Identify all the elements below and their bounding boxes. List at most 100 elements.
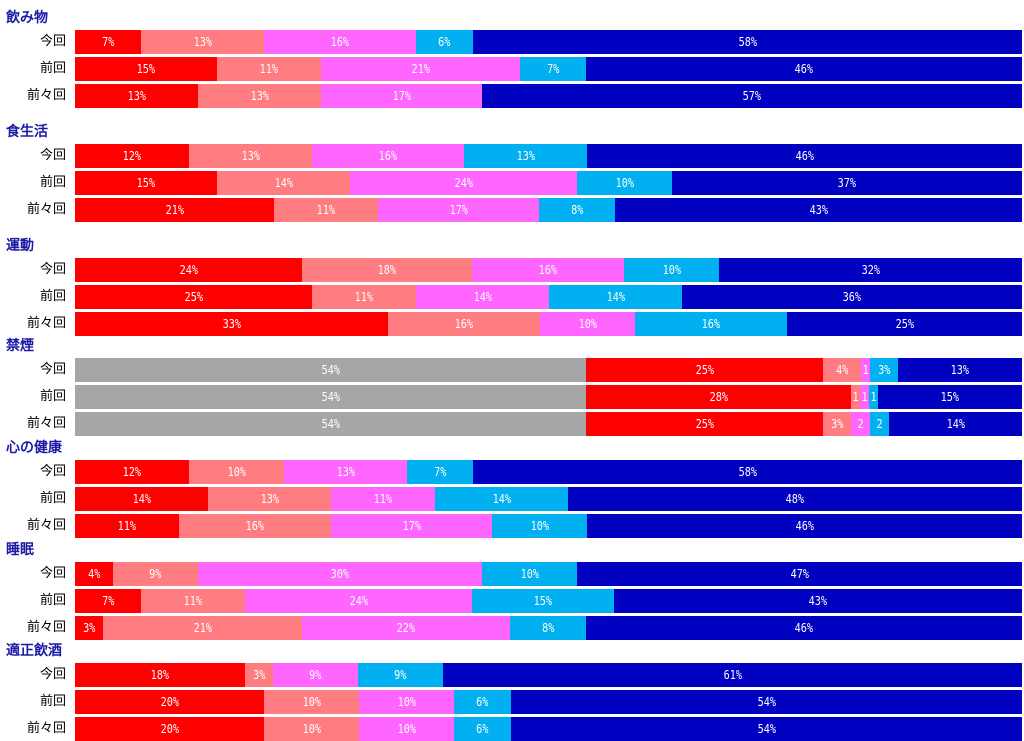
data-label: 9% <box>394 668 407 682</box>
data-label: 48% <box>785 492 805 506</box>
bar-segment-cyan: 15% <box>472 589 614 613</box>
data-label: 10% <box>520 567 539 581</box>
row-label: 今回 <box>39 262 66 277</box>
bar-segment-gray: 54% <box>75 358 586 382</box>
stacked-bar: 15% 11% 21% 7% 46% <box>75 57 1022 81</box>
bar-segment-red: 28% <box>586 385 851 409</box>
data-label: 7% <box>433 465 447 479</box>
data-label: 17% <box>402 519 421 533</box>
data-label: 15% <box>136 176 156 190</box>
data-label: 18% <box>150 668 170 682</box>
row-label: 今回 <box>39 148 66 163</box>
data-label: 25% <box>695 363 714 377</box>
data-label: 47% <box>790 567 809 581</box>
group-title: 運動 <box>6 238 34 254</box>
row-label: 前々回 <box>26 316 66 331</box>
bar-segment-cyan: 6% <box>454 690 511 714</box>
bar-segment-pink: 17% <box>331 514 492 538</box>
stacked-bar: 21% 11% 17% 8% 43% <box>75 198 1022 222</box>
row-label: 今回 <box>39 566 66 581</box>
bar-segment-navy: 58% <box>473 30 1022 54</box>
data-label: 46% <box>795 149 814 163</box>
bar-segment-pink: 30% <box>198 562 482 586</box>
bar-segment-salmon: 4% <box>823 358 861 382</box>
bar-segment-pink: 21% <box>321 57 520 81</box>
data-label: 2 <box>857 417 864 431</box>
data-label: 3% <box>877 363 891 377</box>
bar-segment-navy: 46% <box>586 57 1022 81</box>
bar-segment-cyan: 8% <box>510 616 586 640</box>
data-label: 14% <box>492 492 511 506</box>
bar-segment-cyan: 1 <box>869 385 878 409</box>
data-label: 3% <box>82 621 96 635</box>
data-label: 13% <box>250 89 269 103</box>
bar-segment-pink: 1 <box>861 358 870 382</box>
bar-segment-navy: 13% <box>898 358 1022 382</box>
stacked-bar: 15% 14% 24% 10% 37% <box>75 171 1022 195</box>
data-label: 37% <box>837 176 857 190</box>
bar-segment-red: 21% <box>75 198 274 222</box>
data-label: 28% <box>709 390 728 404</box>
bar-segment-cyan: 6% <box>454 717 511 741</box>
data-label: 15% <box>940 390 960 404</box>
data-label: 9% <box>309 668 322 682</box>
data-label: 16% <box>330 35 350 49</box>
bar-segment-pink: 17% <box>321 84 482 108</box>
bar-segment-navy: 48% <box>568 487 1022 511</box>
bar-segment-pink: 22% <box>302 616 510 640</box>
data-label: 13% <box>241 149 260 163</box>
bar-segment-salmon: 13% <box>189 144 312 168</box>
data-label: 16% <box>701 317 721 331</box>
bar-segment-navy: 15% <box>878 385 1022 409</box>
stacked-bar: 12% 10% 13% 7% 58% <box>75 460 1022 484</box>
data-label: 20% <box>160 722 179 736</box>
stacked-bar: 24% 18% 16% 10% 32% <box>75 258 1022 282</box>
bar-segment-pink: 24% <box>350 171 577 195</box>
row-label: 今回 <box>39 464 66 479</box>
row-label: 前回 <box>39 389 66 404</box>
data-label: 6% <box>438 35 451 49</box>
bar-segment-red: 7% <box>75 30 141 54</box>
data-label: 33% <box>222 317 241 331</box>
bar-segment-pink: 24% <box>245 589 472 613</box>
bar-segment-pink: 17% <box>378 198 539 222</box>
data-label: 8% <box>570 203 584 217</box>
bar-segment-navy: 14% <box>889 412 1022 436</box>
bar-segment-salmon: 13% <box>208 487 331 511</box>
data-label: 24% <box>454 176 473 190</box>
data-label: 7% <box>101 35 115 49</box>
data-label: 36% <box>842 290 862 304</box>
bar-segment-red: 18% <box>75 663 245 687</box>
data-label: 46% <box>795 519 814 533</box>
data-label: 13% <box>516 149 535 163</box>
data-label: 21% <box>193 621 212 635</box>
bar-segment-salmon: 16% <box>388 312 540 336</box>
data-label: 12% <box>122 149 142 163</box>
bar-segment-pink: 14% <box>416 285 549 309</box>
bar-segment-red: 3% <box>75 616 103 640</box>
data-label: 30% <box>330 567 350 581</box>
data-label: 4% <box>835 363 849 377</box>
bar-segment-navy: 54% <box>511 690 1022 714</box>
bar-segment-pink: 1 <box>860 385 869 409</box>
row-label: 前々回 <box>26 620 66 635</box>
bar-segment-salmon: 21% <box>103 616 302 640</box>
group-title: 睡眠 <box>6 542 34 558</box>
data-label: 11% <box>354 290 374 304</box>
data-label: 18% <box>377 263 397 277</box>
bar-segment-cyan: 6% <box>416 30 473 54</box>
data-label: 7% <box>101 594 115 608</box>
data-label: 16% <box>454 317 474 331</box>
bar-segment-red: 4% <box>75 562 113 586</box>
row-label: 今回 <box>39 362 66 377</box>
bar-segment-navy: 32% <box>719 258 1022 282</box>
data-label: 8% <box>541 621 555 635</box>
data-label: 10% <box>397 695 416 709</box>
bar-segment-pink: 16% <box>312 144 464 168</box>
data-label: 11% <box>373 492 393 506</box>
bar-segment-salmon: 10% <box>264 717 359 741</box>
data-label: 24% <box>349 594 368 608</box>
data-label: 11% <box>259 62 279 76</box>
bar-segment-navy: 25% <box>787 312 1022 336</box>
